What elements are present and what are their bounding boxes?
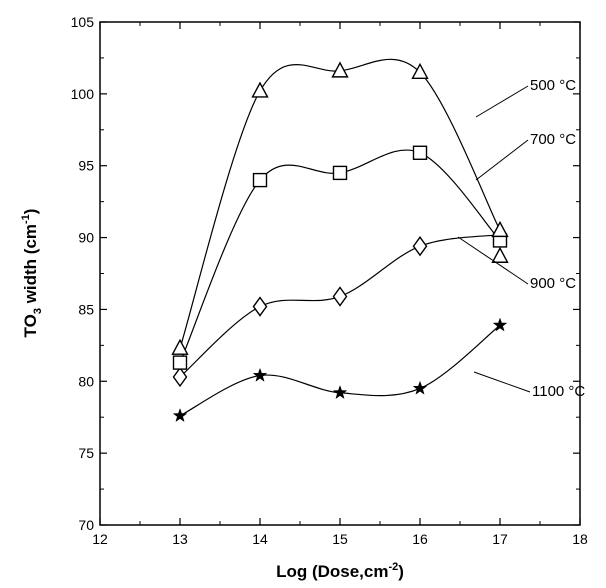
y-tick-label: 105 [71,14,95,30]
x-tick-label: 18 [572,531,588,547]
diamond-marker [252,296,268,317]
y-tick-label: 100 [71,86,95,102]
y-tick-label: 85 [78,301,94,317]
star-marker [492,317,508,332]
series-curves [179,58,501,417]
x-tick-label: 15 [332,531,348,547]
y-tick-label: 80 [78,373,94,389]
series-label-700: 700 °C [475,131,576,181]
triangle-marker [331,61,349,78]
star-marker [332,385,348,400]
square-marker [412,145,428,160]
tick-marks [99,21,581,526]
x-tick-label: 12 [92,531,108,547]
star-marker [252,367,268,382]
y-tick-label: 75 [78,445,94,461]
series-markers [171,61,509,423]
square-marker [252,172,268,188]
y-axis-title-mid: width (cm [21,224,40,308]
y-tick-label: 70 [78,517,94,533]
series-label-1100: 1100 °C [473,371,585,400]
leader-line-500 [475,85,529,118]
y-tick-label: 90 [78,230,94,246]
curve-1100 [179,324,501,417]
series-label-900-text: 900 °C [530,275,576,292]
series-label-700-text: 700 °C [530,131,576,148]
leader-line-900 [457,236,529,285]
y-axis-title-main: TO [21,314,40,337]
triangle-marker [411,62,429,80]
y-axis-title: TO3 width (cm-1) [20,209,44,338]
x-axis-title: Log (Dose,cm-2) [276,561,404,581]
series-label-900: 900 °C [457,236,576,292]
x-tick-label: 16 [412,531,428,547]
square-marker [332,165,348,181]
diamond-marker [332,286,348,307]
x-tick-label: 14 [252,531,268,547]
y-axis-title-end: ) [21,209,40,215]
triangle-marker [491,246,509,263]
x-tick-label: 17 [492,531,508,547]
curve-700 [179,149,501,363]
series-label-500-text: 500 °C [530,77,576,94]
y-axis-title-sub: 3 [32,308,44,314]
x-axis-title-sup: -2 [388,561,398,573]
triangle-marker [491,220,509,238]
triangle-marker [171,338,189,355]
curve-500 [179,58,501,349]
x-tick-label: 13 [172,531,188,547]
star-marker [172,408,188,423]
y-axis-title-sup: -1 [20,214,32,224]
x-axis-title-end: ) [398,562,404,581]
star-marker [412,380,428,395]
diamond-marker [412,235,428,257]
square-marker [172,355,188,370]
x-axis-title-main: Log (Dose,cm [276,562,388,581]
leader-line-700 [475,139,529,181]
y-tick-label: 95 [78,158,94,174]
diamond-marker [172,366,188,388]
series-label-1100-text: 1100 °C [532,383,585,400]
triangle-marker [251,81,269,98]
series-label-500: 500 °C [475,77,576,118]
tick-labels: 12 13 14 15 16 17 18 70 75 80 85 90 95 100 105 [71,14,588,547]
leader-line-1100 [473,371,531,393]
